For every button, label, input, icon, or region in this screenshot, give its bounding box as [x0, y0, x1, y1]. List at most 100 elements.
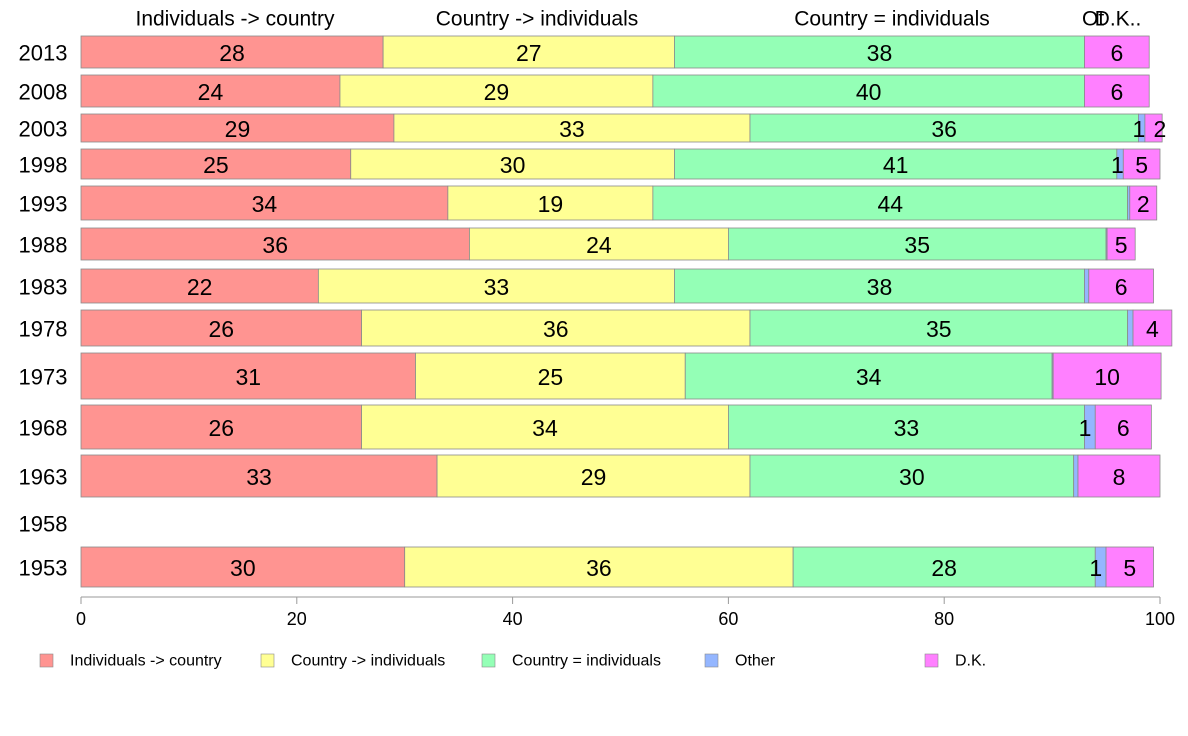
bar-value-label: 36: [262, 232, 288, 258]
bar-segment: [1106, 227, 1136, 261]
bar-segment: [393, 113, 751, 143]
bar-value-label: 41: [883, 152, 909, 178]
bar-value-label: 19: [538, 191, 564, 217]
bar-value-label: 5: [1115, 232, 1128, 258]
bar-segment: [652, 185, 1129, 221]
bar-value-label: 35: [926, 316, 952, 342]
legend-swatch: [481, 653, 496, 668]
bar-segment: [684, 352, 1053, 400]
bar-value-label: 5: [1123, 555, 1136, 581]
bar-value-label: 38: [867, 40, 893, 66]
bar-segment: [447, 185, 654, 221]
bar-value-label: 25: [538, 364, 564, 390]
bar-segment: [404, 546, 794, 588]
bar-segment: [80, 404, 362, 450]
y-tick-label: 1953: [19, 556, 68, 581]
bar-segment: [469, 227, 729, 261]
bar-segment: [339, 74, 654, 108]
bar-segment: [1073, 454, 1079, 498]
bar-value-label: 29: [581, 464, 607, 490]
bar-value-label: 44: [877, 191, 903, 217]
bar-value-label: 5: [1135, 152, 1148, 178]
column-header: Country = individuals: [794, 8, 990, 31]
bar-value-label: 30: [230, 555, 256, 581]
bar-segment: [80, 268, 319, 304]
y-tick-label: 1983: [19, 275, 68, 300]
bar-segment: [80, 185, 449, 221]
bar-value-label: 36: [543, 316, 569, 342]
bar-value-label: 30: [899, 464, 925, 490]
bar-value-label: 1: [1079, 415, 1092, 441]
x-tick-label: 40: [503, 609, 523, 629]
bar-value-label: 4: [1146, 316, 1159, 342]
y-tick-label: 1988: [19, 233, 68, 258]
bar-segment: [1144, 113, 1163, 143]
bar-segment: [1127, 309, 1134, 347]
bar-value-label: 10: [1094, 364, 1120, 390]
bar-value-label: 6: [1110, 79, 1123, 105]
legend-label: D.K.: [955, 653, 986, 670]
y-tick-label: 2008: [19, 80, 68, 105]
bar-value-label: 22: [187, 274, 213, 300]
bar-value-label: 1: [1089, 555, 1102, 581]
legend-label: Individuals -> country: [70, 653, 222, 670]
bar-segment: [1084, 74, 1150, 108]
bar-segment: [80, 454, 438, 498]
bar-segment: [80, 148, 352, 180]
bar-segment: [80, 309, 362, 347]
bar-segment: [80, 74, 341, 108]
bar-value-label: 24: [586, 232, 612, 258]
bar-value-label: 28: [219, 40, 245, 66]
x-tick-label: 20: [287, 609, 307, 629]
column-header: Individuals -> country: [135, 8, 335, 31]
bar-value-label: 36: [586, 555, 612, 581]
bar-value-label: 29: [484, 79, 510, 105]
bar-value-label: 30: [500, 152, 526, 178]
bar-value-label: 33: [559, 116, 585, 142]
legend-swatch: [924, 653, 939, 668]
bar-value-label: 33: [484, 274, 510, 300]
bar-segment: [652, 74, 1085, 108]
bar-segment: [80, 113, 395, 143]
legend-swatch: [260, 653, 275, 668]
bar-segment: [80, 227, 470, 261]
legend-swatch: [39, 653, 54, 668]
y-tick-label: 1968: [19, 416, 68, 441]
bar-value-label: 1: [1133, 116, 1146, 142]
bar-segment: [728, 227, 1107, 261]
bar-value-label: 25: [203, 152, 229, 178]
bar-segment: [1129, 185, 1158, 221]
bar-segment: [1084, 35, 1150, 69]
legend-swatch: [704, 653, 719, 668]
bar-value-label: 40: [856, 79, 882, 105]
y-tick-label: 1958: [19, 512, 68, 537]
bar-segment: [415, 352, 686, 400]
bar-value-label: 36: [931, 116, 957, 142]
column-header: D.K..: [1095, 8, 1142, 31]
bar-segment: [1132, 309, 1173, 347]
bar-value-label: 28: [931, 555, 957, 581]
bar-segment: [749, 309, 1129, 347]
bar-value-label: 6: [1115, 274, 1128, 300]
bar-value-label: 35: [904, 232, 930, 258]
bar-segment: [361, 404, 729, 450]
x-tick-label: 60: [718, 609, 738, 629]
y-tick-label: 1973: [19, 365, 68, 390]
bar-value-label: 33: [246, 464, 272, 490]
bar-segment: [1122, 148, 1161, 180]
x-tick-label: 0: [76, 609, 86, 629]
bar-segment: [80, 352, 416, 400]
bar-segment: [317, 268, 675, 304]
bar-segment: [1088, 268, 1154, 304]
bar-value-label: 6: [1117, 415, 1130, 441]
y-tick-label: 2013: [19, 41, 68, 66]
bar-value-label: 34: [856, 364, 882, 390]
x-tick-label: 100: [1145, 609, 1175, 629]
bar-value-label: 29: [225, 116, 251, 142]
bar-segment: [382, 35, 675, 69]
x-tick-label: 80: [934, 609, 954, 629]
bar-segment: [1077, 454, 1161, 498]
bar-segment: [728, 404, 1085, 450]
y-tick-label: 1993: [19, 192, 68, 217]
